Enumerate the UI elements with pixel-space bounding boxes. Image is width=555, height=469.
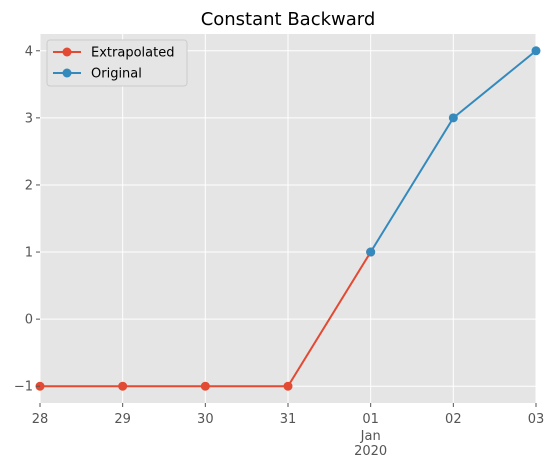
y-tick-label: −1 [14, 380, 33, 395]
data-point-original [366, 247, 376, 257]
x-secondary-label: Jan [360, 429, 381, 444]
legend: Extrapolated Original [46, 39, 188, 87]
x-secondary-label: 2020 [354, 444, 387, 459]
chart-title: Constant Backward [201, 9, 376, 30]
y-tick-label: 3 [25, 111, 33, 126]
x-tick-label: 31 [280, 412, 297, 427]
legend-label: Original [91, 67, 142, 82]
y-tick-label: 0 [25, 313, 33, 328]
y-tick-label: 2 [25, 178, 33, 193]
x-tick-label: 29 [114, 412, 131, 427]
y-axis-ticks: −1 0 1 2 3 4 [14, 44, 40, 395]
x-tick-label: 01 [362, 412, 379, 427]
data-point-extrapolated [118, 381, 128, 391]
legend-marker [62, 47, 72, 57]
y-tick-label: 1 [25, 246, 33, 261]
data-point-extrapolated [283, 381, 293, 391]
x-tick-label: 30 [197, 412, 214, 427]
x-tick-label: 03 [528, 412, 545, 427]
x-tick-label: 28 [32, 412, 49, 427]
legend-label: Extrapolated [91, 46, 174, 61]
legend-box [46, 39, 188, 87]
legend-marker [62, 68, 72, 78]
series-layer [35, 46, 541, 391]
y-tick-label: 4 [25, 44, 33, 59]
x-tick-label: 02 [445, 412, 462, 427]
grid-lines [39, 34, 537, 403]
data-point-original [531, 46, 541, 56]
data-point-original [448, 113, 458, 123]
data-point-extrapolated [200, 381, 210, 391]
